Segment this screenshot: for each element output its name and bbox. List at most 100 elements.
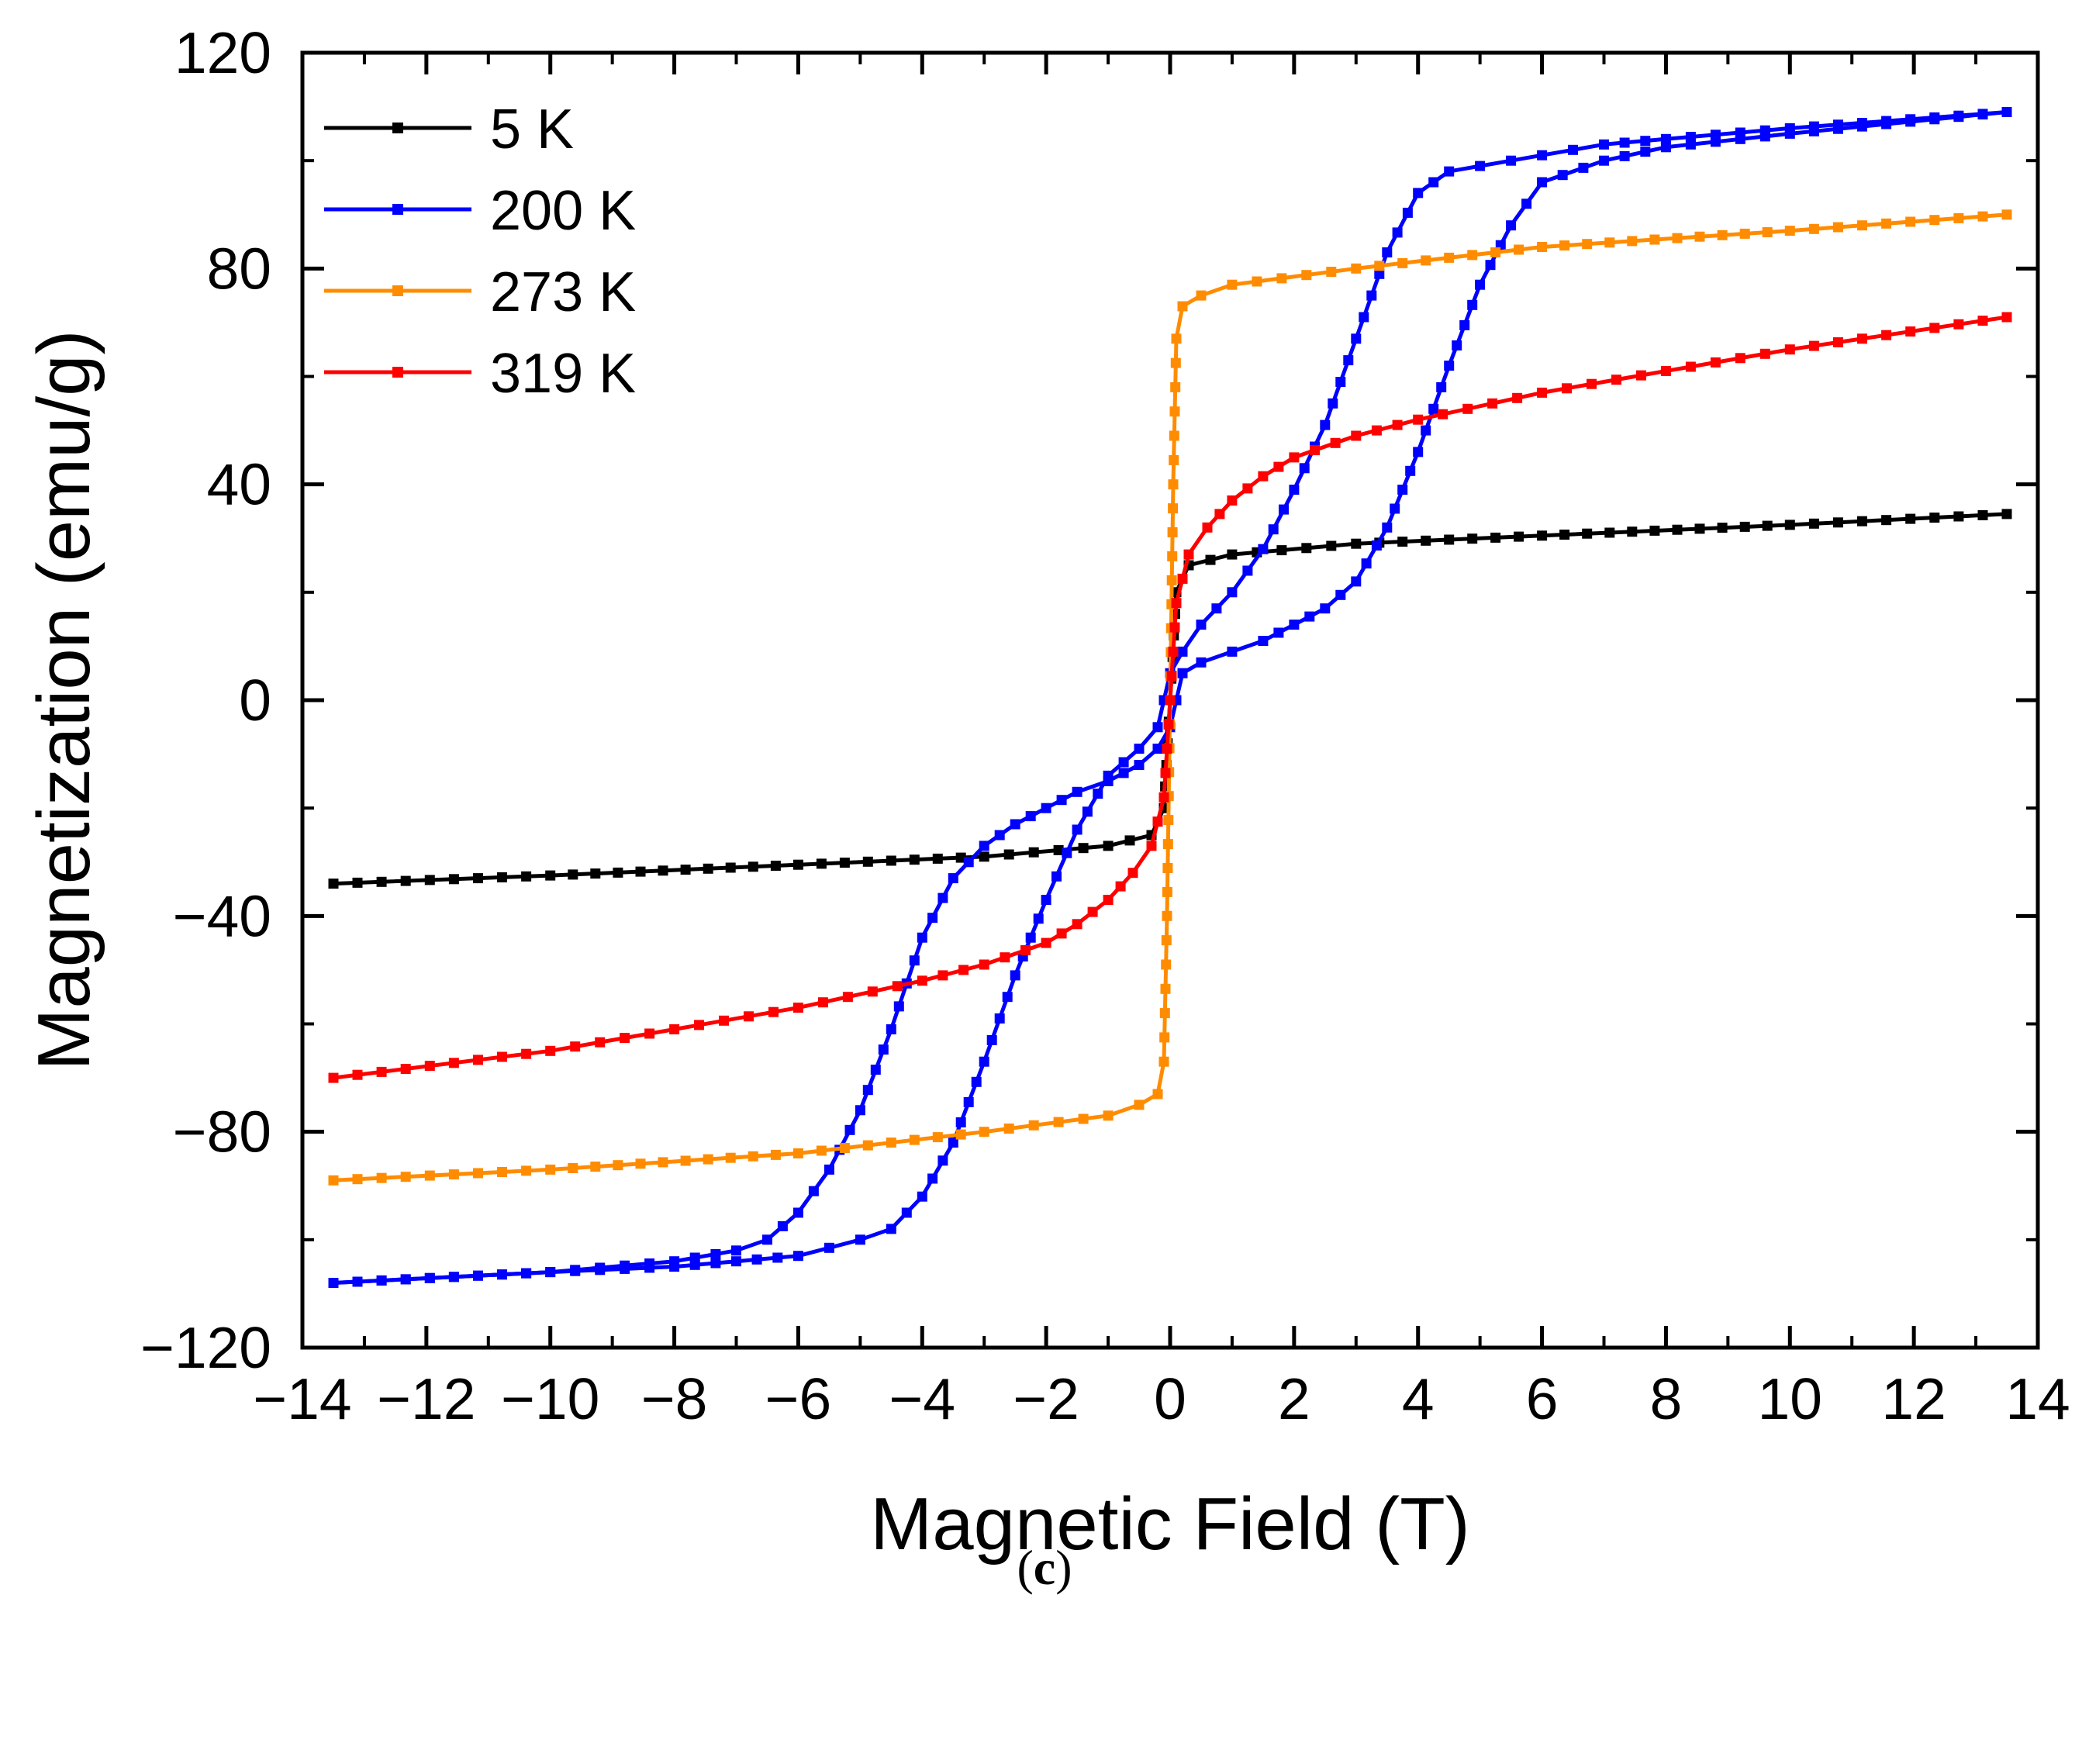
data-point xyxy=(979,851,989,862)
x-tick-label: 2 xyxy=(1278,1366,1310,1431)
x-tick-label: −6 xyxy=(765,1366,832,1431)
data-point xyxy=(963,857,974,868)
data-point xyxy=(1619,137,1630,148)
data-point xyxy=(1467,250,1478,261)
data-point xyxy=(694,1020,704,1030)
data-point xyxy=(1649,234,1660,245)
data-point xyxy=(1087,906,1098,917)
data-point xyxy=(570,1265,581,1276)
data-point xyxy=(448,1058,459,1068)
data-point xyxy=(839,1143,850,1153)
data-point xyxy=(545,1045,556,1056)
data-point xyxy=(979,1056,989,1067)
data-point xyxy=(1028,1120,1039,1131)
data-point xyxy=(680,1155,691,1166)
data-point xyxy=(1487,398,1498,409)
data-point xyxy=(1397,257,1408,268)
data-point xyxy=(955,852,966,863)
data-point xyxy=(1512,392,1523,403)
data-point xyxy=(1833,222,1843,233)
data-point xyxy=(1320,603,1331,614)
data-point xyxy=(955,1129,966,1140)
data-point xyxy=(1490,247,1501,257)
data-point xyxy=(1660,366,1671,376)
data-point xyxy=(762,1234,772,1245)
data-point xyxy=(1604,527,1615,538)
data-point xyxy=(1649,525,1660,536)
data-point xyxy=(590,1162,601,1172)
data-point xyxy=(886,1137,896,1148)
data-point xyxy=(1660,142,1671,153)
data-point xyxy=(1242,565,1253,576)
data-point xyxy=(497,872,507,882)
data-point xyxy=(1328,398,1338,409)
data-point xyxy=(1833,337,1843,347)
data-point xyxy=(1397,485,1408,495)
data-point xyxy=(635,1158,646,1169)
data-point xyxy=(937,892,948,903)
data-point xyxy=(568,1163,578,1173)
data-point xyxy=(816,1145,827,1156)
data-point xyxy=(1134,744,1145,754)
data-point xyxy=(710,1258,721,1269)
data-point xyxy=(1351,333,1362,344)
data-point xyxy=(1953,511,1964,522)
data-point xyxy=(1289,620,1300,630)
data-point xyxy=(521,1268,532,1279)
data-point xyxy=(1053,844,1064,855)
x-tick-label: −2 xyxy=(1013,1366,1079,1431)
data-point xyxy=(932,853,943,864)
data-point xyxy=(1258,636,1269,646)
data-point xyxy=(424,1170,435,1181)
data-point xyxy=(1078,843,1089,854)
data-point xyxy=(1335,589,1346,600)
data-point xyxy=(1444,361,1455,371)
data-point xyxy=(1033,913,1044,924)
data-point xyxy=(1382,522,1393,533)
data-point xyxy=(986,1034,997,1045)
data-point xyxy=(376,1066,387,1077)
data-point xyxy=(1162,744,1172,754)
data-point xyxy=(1467,299,1478,310)
data-point xyxy=(570,1041,581,1052)
data-point xyxy=(1162,910,1172,921)
data-point xyxy=(1977,109,1988,119)
data-point xyxy=(792,1251,803,1262)
data-point xyxy=(1405,465,1416,476)
data-point xyxy=(352,1069,363,1080)
data-point xyxy=(1537,242,1548,252)
data-point xyxy=(1578,162,1589,173)
data-point xyxy=(1351,576,1362,587)
data-point xyxy=(1562,383,1572,394)
data-point xyxy=(1977,316,1988,326)
data-point xyxy=(1276,545,1287,556)
data-point xyxy=(1330,437,1341,448)
data-point xyxy=(1382,247,1393,257)
data-point xyxy=(1072,786,1082,797)
data-point xyxy=(1072,824,1082,835)
data-point xyxy=(1599,155,1609,166)
data-point xyxy=(1304,611,1315,622)
data-point xyxy=(1717,523,1728,533)
data-point xyxy=(1514,531,1524,542)
data-point xyxy=(1103,770,1114,781)
data-point xyxy=(1640,147,1651,157)
data-point xyxy=(870,1065,881,1075)
data-point xyxy=(400,1064,411,1074)
data-point xyxy=(376,1275,387,1286)
data-point xyxy=(1604,237,1615,248)
data-point xyxy=(1168,503,1179,514)
data-point xyxy=(1568,144,1578,155)
data-point xyxy=(644,1262,655,1273)
data-point xyxy=(1166,671,1177,682)
data-point xyxy=(1028,847,1039,858)
data-point xyxy=(1627,526,1638,537)
data-point xyxy=(1310,445,1320,456)
data-point xyxy=(1413,447,1424,457)
data-point xyxy=(1929,513,1940,523)
caption-close-paren: ) xyxy=(1055,1540,1072,1595)
data-point xyxy=(424,1272,435,1283)
data-point xyxy=(1177,646,1188,657)
data-point xyxy=(1735,353,1745,364)
data-point xyxy=(1371,540,1382,551)
